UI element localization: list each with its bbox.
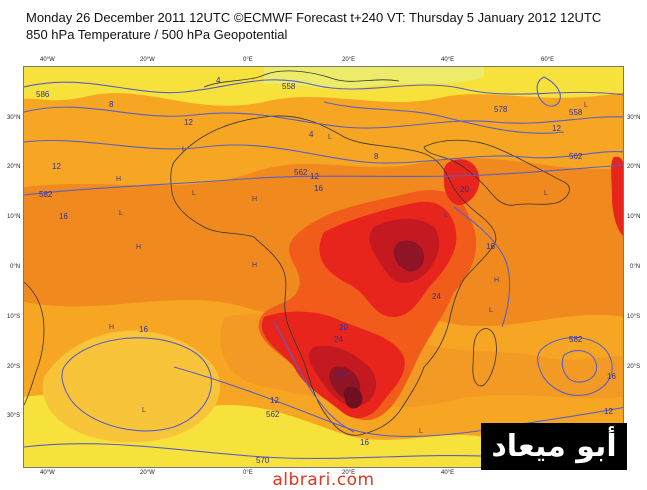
watermark-logo-text: أبو ميعاد bbox=[491, 428, 617, 464]
lat-label-left-20n: 20°N bbox=[7, 164, 21, 170]
contour-line-2 bbox=[24, 106, 623, 129]
contour-label-16-horn: 16 bbox=[486, 242, 495, 251]
contour-label-24-east: 24 bbox=[432, 292, 441, 301]
lon-label-top-20e: 20°E bbox=[342, 57, 356, 63]
contour-label-12-north: 12 bbox=[184, 118, 193, 127]
map-title: Monday 26 December 2011 12UTC ©ECMWF For… bbox=[26, 10, 602, 25]
contour-label-16-west: 16 bbox=[59, 212, 68, 221]
contour-label-582-west: 582 bbox=[39, 190, 53, 199]
lon-label-top-40w: 40°W bbox=[40, 57, 55, 63]
pressure-low-8: L bbox=[584, 102, 588, 109]
contour-label-16-southwest: 16 bbox=[139, 325, 148, 334]
contour-label-4-mid: 4 bbox=[309, 130, 314, 139]
pressure-high-5: H bbox=[109, 324, 114, 331]
contour-label-582-ring: 582 bbox=[569, 335, 583, 344]
coastline-south-america bbox=[24, 281, 45, 406]
contour-label-12-ring: 12 bbox=[604, 407, 613, 416]
hot-zone-horn bbox=[443, 159, 480, 206]
lat-label-left-10n: 10°N bbox=[7, 214, 21, 220]
pressure-high-1: H bbox=[116, 176, 121, 183]
coastline-arabia bbox=[423, 139, 570, 206]
pressure-high-2: H bbox=[252, 196, 257, 203]
contour-line-6 bbox=[173, 366, 623, 438]
pressure-high-3: H bbox=[252, 262, 257, 269]
coastline-europe bbox=[203, 70, 400, 88]
lat-label-right-20n: 20°N bbox=[627, 164, 641, 170]
pressure-high-6: H bbox=[494, 277, 499, 284]
map-subtitle: 850 hPa Temperature / 500 hPa Geopotenti… bbox=[26, 27, 288, 42]
watermark-logo: أبو ميعاد bbox=[481, 423, 627, 470]
lon-label-bottom-40e: 40°E bbox=[441, 470, 455, 476]
lat-label-right-10s: 10°S bbox=[627, 314, 641, 320]
contour-line-12 bbox=[273, 321, 355, 433]
lat-label-right-30n: 30°N bbox=[627, 115, 641, 121]
contour-label-562-east: 562 bbox=[569, 152, 583, 161]
lon-label-bottom-20w: 20°W bbox=[140, 470, 155, 476]
contour-label-28-south: 28 bbox=[336, 370, 345, 379]
contour-line-5 bbox=[61, 337, 212, 432]
contour-label-562-mid: 562 bbox=[294, 168, 308, 177]
pressure-low-2: L bbox=[182, 146, 186, 153]
contour-label-12-mid: 12 bbox=[310, 172, 319, 181]
lat-label-left-30n: 30°N bbox=[7, 115, 21, 121]
contour-label-20-horn: 20 bbox=[460, 185, 469, 194]
pressure-low-10: L bbox=[419, 428, 423, 435]
extreme-zone-3 bbox=[343, 386, 363, 409]
contour-line-1 bbox=[24, 79, 623, 96]
contour-line-11 bbox=[453, 206, 511, 328]
contour-label-558-north: 558 bbox=[282, 82, 296, 91]
contour-label-586: 586 bbox=[36, 90, 50, 99]
pressure-low-6: L bbox=[142, 407, 146, 414]
contour-label-4-north: 4 bbox=[216, 76, 221, 85]
extreme-zone-1 bbox=[393, 240, 424, 272]
contour-label-16-ring: 16 bbox=[607, 372, 616, 381]
contour-label-12-south: 12 bbox=[270, 396, 279, 405]
contour-line-10 bbox=[323, 101, 565, 134]
contour-label-24-south: 24 bbox=[334, 335, 343, 344]
contour-line-9 bbox=[561, 350, 598, 383]
pressure-low-9: L bbox=[489, 307, 493, 314]
contour-label-20-south: 20 bbox=[339, 323, 348, 332]
lat-label-left-10s: 10°S bbox=[7, 314, 21, 320]
contour-label-8-mid: 8 bbox=[374, 152, 379, 161]
contour-label-12-west: 12 bbox=[52, 162, 61, 171]
coastline-madagascar bbox=[472, 328, 497, 387]
lon-label-top-20w: 20°W bbox=[140, 57, 155, 63]
lat-label-right-10n: 10°N bbox=[627, 214, 641, 220]
lat-label-left-20s: 20°S bbox=[7, 364, 21, 370]
contour-line-3 bbox=[24, 139, 623, 164]
lon-label-top-40e: 40°E bbox=[441, 57, 455, 63]
cool-zone-north-pale bbox=[264, 67, 484, 90]
contour-label-578-east: 578 bbox=[494, 105, 508, 114]
pressure-low-1: L bbox=[119, 210, 123, 217]
coastline-africa bbox=[170, 115, 497, 436]
site-caption: albrari.com bbox=[272, 470, 375, 490]
lon-label-top-0e: 0°E bbox=[243, 57, 253, 63]
contour-line-8 bbox=[537, 337, 613, 396]
contour-label-570-south: 570 bbox=[256, 456, 270, 465]
hot-zone-east-edge bbox=[611, 156, 623, 236]
contour-label-12-east: 12 bbox=[552, 124, 561, 133]
pressure-low-4: L bbox=[328, 134, 332, 141]
contour-label-16-south: 16 bbox=[360, 438, 369, 447]
pressure-low-3: L bbox=[192, 190, 196, 197]
contour-line-4 bbox=[24, 164, 623, 196]
contour-label-16-mid: 16 bbox=[314, 184, 323, 193]
contour-label-8-north: 8 bbox=[109, 100, 114, 109]
pressure-low-7: L bbox=[544, 190, 548, 197]
lat-label-left-0n: 0°N bbox=[10, 264, 21, 270]
lat-label-right-20s: 20°S bbox=[627, 364, 641, 370]
pressure-low-5: L bbox=[444, 212, 448, 219]
contour-line-13 bbox=[536, 76, 561, 107]
lat-label-left-30s: 30°S bbox=[7, 413, 21, 419]
forecast-map: 586 12 582 16 8 12 4 558 562 16 12 8 4 5… bbox=[23, 66, 624, 468]
contour-label-558-east: 558 bbox=[569, 108, 583, 117]
lon-label-bottom-40w: 40°W bbox=[40, 470, 55, 476]
contour-label-562-south: 562 bbox=[266, 410, 280, 419]
lon-label-top-60e: 60°E bbox=[541, 57, 555, 63]
lat-label-right-0n: 0°N bbox=[630, 264, 641, 270]
lon-label-bottom-20e: 20°E bbox=[342, 470, 356, 476]
pressure-high-4: H bbox=[136, 244, 141, 251]
lon-label-bottom-0e: 0°E bbox=[243, 470, 253, 476]
